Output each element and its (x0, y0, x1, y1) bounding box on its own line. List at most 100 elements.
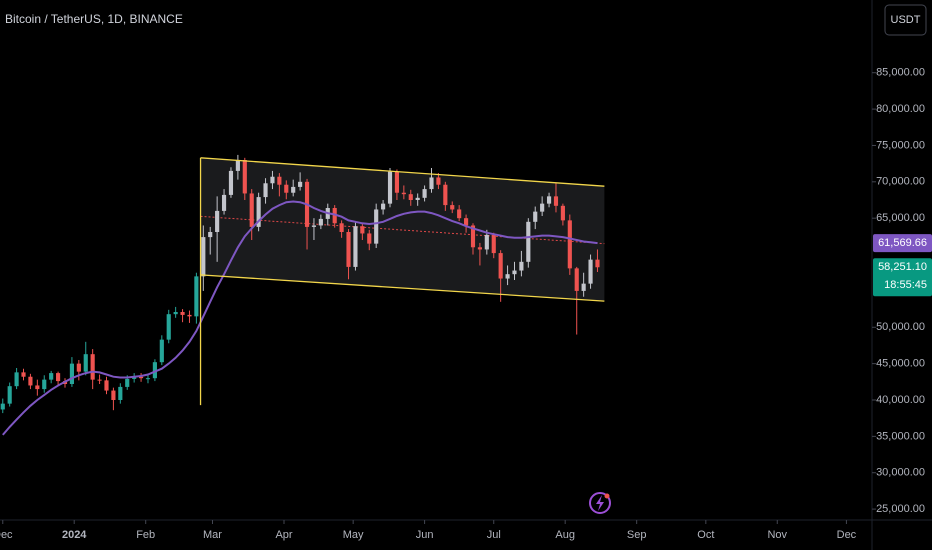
candle-body (436, 177, 441, 185)
candle-body (277, 176, 282, 185)
x-tick-label: Aug (555, 529, 575, 541)
candle-body (35, 385, 40, 390)
x-tick-label: Feb (136, 529, 155, 541)
candle-body (381, 203, 386, 210)
candle-body (0, 403, 5, 410)
candle-body (228, 170, 234, 195)
price-label-box (873, 258, 932, 297)
x-tick-label: Jul (487, 529, 501, 541)
candle-body (221, 194, 227, 211)
candle-body (464, 218, 469, 226)
price-label: 58,251.10 (878, 261, 927, 273)
y-tick-label: 80,000.00 (876, 103, 925, 115)
candle-body (470, 225, 476, 248)
symbol-title: Bitcoin / TetherUS, 1D, BINANCE (5, 12, 183, 26)
price-label: 61,569.66 (878, 237, 927, 249)
candle-body (422, 189, 427, 198)
candle-body (7, 386, 12, 404)
candle-body (235, 160, 240, 171)
candle-body (83, 354, 88, 372)
candle-body (56, 373, 61, 382)
candle-body (519, 261, 524, 271)
candle-body (138, 376, 144, 379)
candle-body (540, 203, 545, 212)
candle-body (132, 376, 137, 379)
candle-body (111, 390, 116, 400)
candle-body (69, 363, 74, 384)
candle-body (339, 223, 344, 232)
candle-body (415, 197, 420, 200)
channel-fill (200, 157, 605, 302)
channel-upper (200, 157, 605, 187)
candle-body (215, 210, 220, 232)
candle-body (533, 211, 538, 222)
candle-body (104, 380, 109, 391)
candle-body (457, 209, 462, 219)
candle-body (49, 373, 54, 380)
candle-body (595, 259, 600, 268)
x-tick-label: Dec (0, 529, 13, 541)
price-label-box (873, 234, 932, 253)
candle-body (588, 259, 593, 284)
candle-body (90, 354, 95, 380)
candle-body (498, 253, 503, 279)
candle-body (263, 183, 268, 198)
channel-midline (200, 215, 605, 245)
candle-body (14, 372, 19, 387)
lightning-icon[interactable] (589, 492, 611, 514)
candle-body (42, 379, 47, 390)
candle-body (346, 232, 351, 267)
x-tick-label: Oct (697, 529, 714, 541)
currency-button[interactable] (884, 4, 927, 36)
candle-body (450, 205, 455, 210)
candle-body (505, 274, 510, 279)
candle-body (374, 209, 379, 244)
candle-body (270, 176, 275, 184)
y-tick-label: 65,000.00 (876, 212, 925, 224)
x-tick-label: May (343, 529, 364, 541)
candle-body (291, 186, 296, 193)
candle-body (166, 314, 171, 340)
y-tick-label: 70,000.00 (876, 176, 925, 188)
currency-button-label[interactable]: USDT (891, 14, 921, 26)
candle-body (512, 270, 517, 275)
candle-body (484, 234, 489, 250)
icon-bolt (596, 495, 604, 511)
candle-body (97, 379, 102, 381)
candle-body (560, 205, 565, 221)
candle-body (477, 247, 482, 250)
candle-body (242, 160, 247, 194)
countdown: 18:55:45 (884, 279, 927, 291)
candle-body (443, 184, 448, 206)
candle-body (284, 184, 289, 193)
y-tick-label: 40,000.00 (876, 394, 925, 406)
moving-average (2, 200, 598, 436)
candle-body (28, 376, 33, 386)
y-tick-label: 50,000.00 (876, 321, 925, 333)
candle-body (491, 234, 496, 254)
candle-body (187, 314, 192, 317)
candle-body (194, 276, 199, 317)
candle-body (332, 208, 337, 224)
candle-body (125, 378, 130, 387)
candle-body (208, 232, 213, 238)
candle-body (152, 362, 157, 379)
y-tick-label: 25,000.00 (876, 503, 925, 515)
x-tick-label: Mar (203, 529, 222, 541)
candle-body (76, 363, 81, 372)
candle-body (408, 194, 413, 200)
candle-body (318, 218, 323, 226)
candle-body (256, 197, 261, 227)
candle-body (145, 378, 151, 380)
candle-body (367, 233, 372, 244)
candle-body (118, 386, 123, 400)
candle-body (201, 237, 206, 277)
candle-body (546, 196, 552, 204)
candle-body (173, 312, 178, 315)
x-tick-label: Jun (416, 529, 434, 541)
candle-body (581, 283, 586, 291)
y-tick-label: 35,000.00 (876, 430, 925, 442)
candle-body (298, 181, 303, 187)
